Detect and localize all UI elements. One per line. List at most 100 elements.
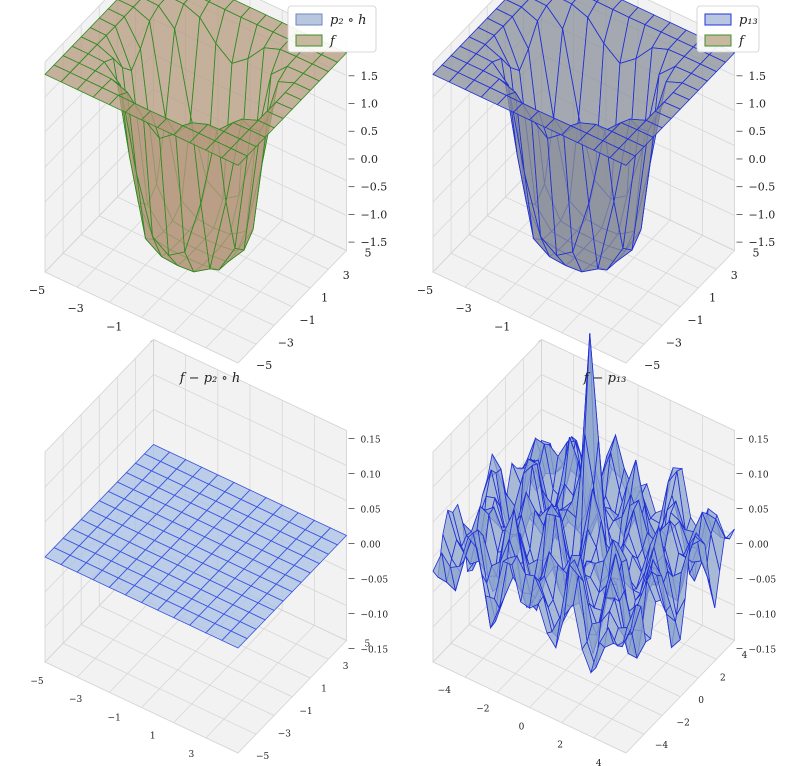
y-tick-label: −2 xyxy=(677,718,690,728)
y-tick-label: −5 xyxy=(644,359,660,372)
legend-label: p₁₃ xyxy=(739,13,758,28)
x-tick-label: −5 xyxy=(30,677,44,687)
z-tick-label: −0.5 xyxy=(361,181,388,194)
z-tick-label: 1.0 xyxy=(361,98,379,111)
y-tick-label: −5 xyxy=(256,752,270,762)
gridline xyxy=(541,339,735,431)
x-tick-label: 3 xyxy=(189,750,195,760)
x-tick-label: 1 xyxy=(150,732,156,742)
legend-label: f xyxy=(738,34,746,49)
z-tick-label: −0.05 xyxy=(749,576,777,586)
legend-swatch xyxy=(704,13,732,26)
y-tick-label: 4 xyxy=(742,651,748,661)
z-tick-label: −0.15 xyxy=(361,646,389,656)
z-tick-label: 1.0 xyxy=(749,98,767,111)
surface xyxy=(44,0,348,273)
y-tick-label: 2 xyxy=(720,673,726,683)
subplot-title: f − p₁₃ xyxy=(583,371,627,386)
gridline xyxy=(432,374,542,488)
gridline xyxy=(44,374,154,488)
x-tick-label: 0 xyxy=(519,723,525,733)
surface-patch xyxy=(616,628,632,648)
surface xyxy=(432,333,735,674)
y-tick-label: −3 xyxy=(278,337,294,350)
subplot-3: −5−3−1135531−1−3−50.150.100.050.00−0.05−… xyxy=(30,338,389,762)
z-tick-label: 0.10 xyxy=(361,471,381,481)
y-tick-label: 5 xyxy=(365,247,372,260)
gridline xyxy=(237,250,347,364)
y-tick-label: 3 xyxy=(343,269,350,282)
legend-swatch xyxy=(295,13,323,26)
y-tick-label: 5 xyxy=(753,247,760,260)
subplot-4: −4 −2 0 2 4 4 2 0 −2 −4 0.15 0.10 0.05 0.00 −0.05 −0.10… xyxy=(432,333,777,766)
z-tick-label: −1.0 xyxy=(361,208,388,221)
surface-patch xyxy=(221,630,248,649)
z-tick-label: 0.15 xyxy=(361,436,381,446)
z-tick-label: 0.0 xyxy=(749,153,767,166)
y-tick-label: −1 xyxy=(299,707,312,717)
gridline xyxy=(237,640,347,754)
z-tick-label: −1.0 xyxy=(749,208,776,221)
gridline xyxy=(541,374,735,466)
x-tick-label: −1 xyxy=(108,713,121,723)
x-tick-label: −3 xyxy=(69,695,83,705)
y-tick-label: −4 xyxy=(655,741,669,751)
z-tick-label: −0.5 xyxy=(749,181,776,194)
y-tick-label: 3 xyxy=(343,662,349,672)
legend-swatch xyxy=(295,34,323,47)
z-tick-label: 1.5 xyxy=(361,70,379,83)
y-tick-label: 1 xyxy=(321,292,328,305)
subplot-2: −5−3−1135531−1−3−51.51.00.50.0−0.5−1.0−1… xyxy=(417,0,775,388)
z-tick-label: −0.10 xyxy=(361,611,389,621)
x-tick-label: −4 xyxy=(438,686,452,696)
y-tick-label: −1 xyxy=(687,314,703,327)
z-tick-label: 1.5 xyxy=(749,70,767,83)
legend-swatch xyxy=(704,34,732,47)
z-tick-label: 0.05 xyxy=(749,506,769,516)
z-tick-label: 0.00 xyxy=(361,541,381,551)
x-tick-label: 4 xyxy=(596,759,602,766)
y-tick-label: 1 xyxy=(709,292,716,305)
x-tick-label: −2 xyxy=(476,704,489,714)
z-tick-label: −1.5 xyxy=(361,236,388,249)
y-tick-label: −1 xyxy=(299,314,315,327)
x-tick-label: −3 xyxy=(455,302,471,315)
gridline xyxy=(44,0,106,63)
z-tick-label: 0.15 xyxy=(749,436,769,446)
legend-label: p₂ ∘ h xyxy=(330,13,367,28)
gridline xyxy=(153,374,347,466)
gridline xyxy=(625,640,735,754)
y-tick-label: −5 xyxy=(256,359,272,372)
y-tick-label: −3 xyxy=(278,730,292,740)
z-tick-label: −0.05 xyxy=(361,576,389,586)
gridline xyxy=(44,339,154,453)
y-tick-label: 0 xyxy=(698,696,704,706)
x-tick-label: −3 xyxy=(67,302,83,315)
z-tick-label: 0.0 xyxy=(361,153,379,166)
y-tick-label: 5 xyxy=(365,640,371,650)
x-tick-label: −5 xyxy=(29,284,45,297)
gridline xyxy=(432,0,494,63)
z-tick-label: −1.5 xyxy=(749,236,776,249)
subplot-1: −5−3−1135531−1−3−51.51.00.50.0−0.5−1.0−1… xyxy=(29,0,387,388)
y-tick-label: −3 xyxy=(666,337,682,350)
subplot-title: f − p₂ ∘ h xyxy=(179,371,241,386)
x-tick-label: −1 xyxy=(106,320,122,333)
surface-patch xyxy=(609,147,636,166)
z-tick-label: −0.15 xyxy=(749,646,777,656)
x-tick-label: 2 xyxy=(557,741,563,751)
gridline xyxy=(625,250,735,364)
y-tick-label: 3 xyxy=(731,269,738,282)
z-tick-label: 0.00 xyxy=(749,541,769,551)
surface xyxy=(432,0,736,273)
y-tick-label: 1 xyxy=(321,685,327,695)
z-tick-label: 0.5 xyxy=(361,125,379,138)
x-tick-label: −5 xyxy=(417,284,433,297)
gridline xyxy=(153,339,347,431)
legend-label: f xyxy=(329,34,337,49)
z-tick-label: 0.05 xyxy=(361,506,381,516)
z-tick-label: −0.10 xyxy=(749,611,777,621)
surface xyxy=(44,444,348,649)
x-tick-label: −1 xyxy=(494,320,510,333)
